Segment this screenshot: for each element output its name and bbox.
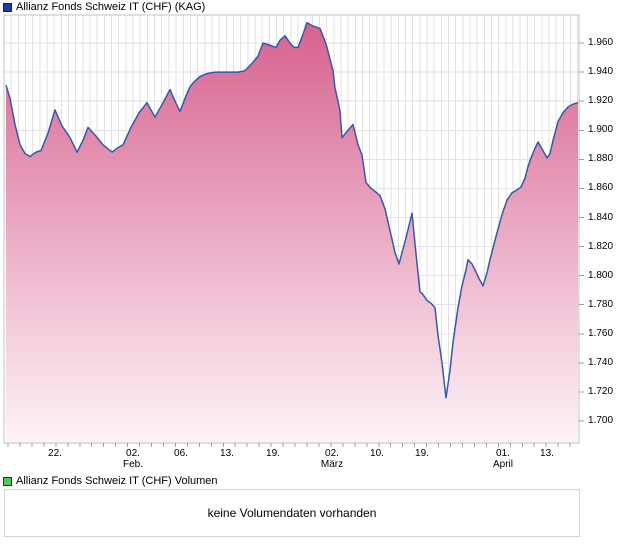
price-area bbox=[6, 22, 578, 443]
price-chart: Allianz Fonds Schweiz IT (CHF) (KAG) 1.9… bbox=[3, 1, 614, 470]
y-axis-label: 1.760 bbox=[588, 327, 614, 339]
x-axis-month-label: März bbox=[320, 459, 344, 470]
y-axis-label: 1.780 bbox=[588, 298, 614, 310]
y-axis-label: 1.840 bbox=[588, 211, 614, 223]
volume-empty-message: keine Volumendaten vorhanden bbox=[207, 506, 377, 520]
price-series-marker-icon bbox=[3, 3, 12, 12]
x-axis-label: 06. bbox=[174, 448, 188, 459]
x-axis-month-label: Feb. bbox=[122, 459, 143, 470]
x-axis-label: 22. bbox=[48, 448, 62, 459]
x-axis-label: 13. bbox=[540, 448, 554, 459]
y-axis-label: 1.940 bbox=[588, 66, 614, 78]
x-axis-label: 19. bbox=[415, 448, 429, 459]
x-axis-label: 19. bbox=[266, 448, 280, 459]
y-axis-label: 1.960 bbox=[588, 37, 614, 49]
volume-series-marker-icon bbox=[3, 477, 12, 486]
x-axis-label: 02. März bbox=[307, 448, 357, 470]
y-axis-label: 1.720 bbox=[588, 385, 614, 397]
y-axis-label: 1.820 bbox=[588, 240, 614, 252]
plot-frame bbox=[3, 14, 580, 444]
y-axis-label: 1.880 bbox=[588, 153, 614, 165]
volume-empty-box: keine Volumendaten vorhanden bbox=[4, 489, 580, 537]
y-axis-label: 1.920 bbox=[588, 95, 614, 107]
price-line bbox=[5, 21, 579, 399]
volume-legend-label: Allianz Fonds Schweiz IT (CHF) Volumen bbox=[16, 475, 218, 487]
y-axis-label: 1.740 bbox=[588, 356, 614, 368]
x-axis-month-label: April bbox=[492, 459, 513, 470]
y-axis-label: 1.800 bbox=[588, 269, 614, 281]
y-axis-label: 1.700 bbox=[588, 415, 614, 427]
y-axis-label: 1.860 bbox=[588, 182, 614, 194]
x-axis-label: 13. bbox=[220, 448, 234, 459]
price-legend-label: Allianz Fonds Schweiz IT (CHF) (KAG) bbox=[16, 1, 206, 13]
price-chart-svg bbox=[3, 14, 584, 447]
x-axis-label: 02. Feb. bbox=[108, 448, 158, 470]
x-axis-label: 10. bbox=[370, 448, 384, 459]
x-axis-label: 01. April bbox=[478, 448, 528, 470]
y-axis-label: 1.900 bbox=[588, 124, 614, 136]
